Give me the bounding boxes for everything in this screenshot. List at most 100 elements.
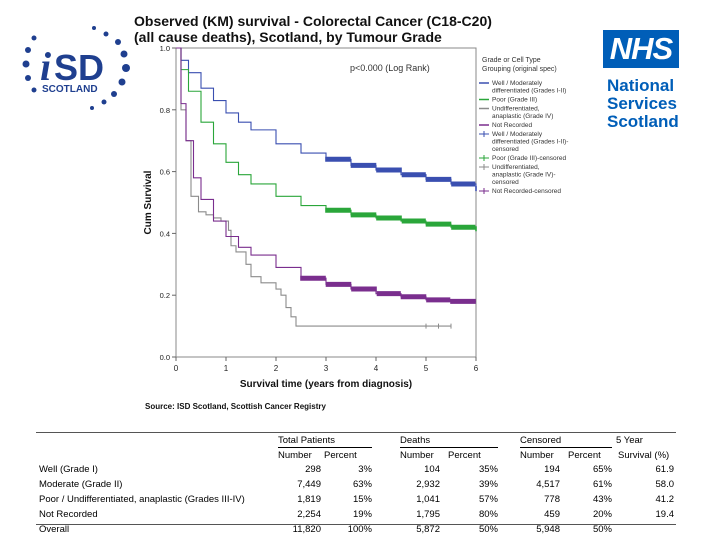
legend-label-7-line-1: Undifferentiated, [492, 164, 540, 171]
table-cell-deaths-pct: 57% [478, 494, 498, 505]
overall-rule [36, 524, 676, 525]
svg-text:i: i [40, 44, 51, 89]
legend-label-5-line-1: Well / Moderately [492, 131, 543, 138]
log-rank-annotation: p<0.000 (Log Rank) [350, 63, 430, 73]
table-cell-total: 298 [305, 464, 321, 475]
legend-label-6-line-1: Poor (Grade III)-censored [492, 155, 566, 162]
table-cell-censored: 459 [544, 509, 560, 520]
series-censor-marks-4 [300, 275, 476, 304]
y-tick-label: 0.4 [160, 229, 170, 238]
series-line-2 [176, 47, 477, 229]
table-cell-total: 2,254 [297, 509, 321, 520]
table-cell-censored-pct: 43% [592, 494, 612, 505]
table-cell-total: 7,449 [297, 479, 321, 490]
table-cell-censored-pct: 65% [592, 464, 612, 475]
x-tick-label: 2 [274, 364, 279, 373]
header-5-year: 5 Year [616, 435, 643, 446]
header-deaths: Deaths [400, 435, 431, 446]
table-cell-censored: 5,948 [536, 524, 560, 535]
isd-logo-subtext: SCOTLAND [42, 84, 98, 95]
subheader-percent-censored: Percent [568, 450, 601, 461]
x-tick-label: 6 [474, 364, 479, 373]
chart-title: Observed (KM) survival - Colorectal Canc… [134, 13, 554, 45]
table-cell-label: Not Recorded [39, 509, 98, 520]
legend-label-3-line-2: anaplastic (Grade IV) [492, 113, 553, 120]
table-cell-deaths: 5,872 [416, 524, 440, 535]
header-censored-underline [520, 447, 612, 448]
y-tick-label: 0.8 [160, 106, 170, 115]
y-axis-label: Cum Survival [143, 170, 154, 234]
table-cell-censored: 194 [544, 464, 560, 475]
y-tick-label: 0.0 [160, 353, 170, 362]
y-tick-label: 1.0 [160, 44, 170, 53]
nhs-logo: NHS National Services Scotland [600, 30, 710, 131]
legend-label-3-line-1: Undifferentiated, [492, 106, 540, 113]
table-cell-total-pct: 63% [352, 479, 372, 490]
isd-logo-graphic: i SD SCOTLAND [22, 26, 130, 110]
legend-label-1-line-1: Well / Moderately [492, 80, 543, 87]
header-deaths-underline [400, 447, 498, 448]
x-tick-label: 5 [424, 364, 429, 373]
table-cell-deaths-pct: 50% [478, 524, 498, 535]
table-cell-label: Poor / Undifferentiated, anaplastic (Gra… [39, 494, 245, 505]
y-tick-label: 0.6 [160, 168, 170, 177]
series-line-4 [176, 47, 476, 302]
x-tick-label: 1 [224, 364, 229, 373]
nhs-logo-line-3: Scotland [607, 112, 679, 131]
x-tick-label: 4 [374, 364, 379, 373]
table-cell-censored: 4,517 [536, 479, 560, 490]
table-cell-label: Overall [39, 524, 70, 535]
table-cell-deaths-pct: 39% [478, 479, 498, 490]
isd-scotland-logo: i SD SCOTLAND [20, 20, 132, 112]
nhs-logo-line-2: Services [607, 94, 677, 113]
legend-title-line-2: Grouping (original spec) [482, 66, 557, 73]
table-cell-survival: 41.2 [655, 494, 675, 505]
table-cell-total: 1,819 [297, 494, 321, 505]
table-cell-censored-pct: 50% [592, 524, 612, 535]
table-cell-survival: 19.4 [655, 509, 675, 520]
x-tick-label: 3 [324, 364, 329, 373]
legend-label-1-line-2: differentiated (Grades I-II) [492, 88, 566, 95]
table-cell-survival: 58.0 [655, 479, 675, 490]
legend-title-line-1: Grade or Cell Type [482, 57, 541, 64]
header-censored: Censored [520, 435, 562, 446]
table-cell-total-pct: 15% [352, 494, 372, 505]
nhs-logo-box: NHS [603, 30, 679, 68]
legend-label-7-line-3: censored [492, 179, 519, 186]
header-total-patients: Total Patients [278, 435, 336, 446]
table-cell-total: 11,820 [292, 524, 321, 535]
table-cell-survival: 61.9 [655, 464, 675, 475]
subheader-percent-total: Percent [324, 450, 357, 461]
table-cell-deaths-pct: 80% [478, 509, 498, 520]
table-top-rule [36, 432, 676, 433]
table-cell-label: Moderate (Grade II) [39, 479, 123, 490]
x-axis-label: Survival time (years from diagnosis) [240, 379, 412, 390]
table-cell-censored: 778 [544, 494, 560, 505]
legend-label-7-line-2: anaplastic (Grade IV)- [492, 172, 556, 179]
table-cell-total-pct: 19% [352, 509, 372, 520]
table-cell-deaths: 1,041 [416, 494, 440, 505]
series-line-1 [176, 47, 477, 189]
table-cell-censored-pct: 61% [592, 479, 612, 490]
table-cell-deaths: 2,932 [416, 479, 440, 490]
series-censor-marks-2 [325, 207, 477, 232]
header-total-underline [278, 447, 372, 448]
table-cell-deaths: 104 [424, 464, 440, 475]
isd-logo-text: SD [54, 47, 104, 88]
subheader-number-deaths: Number [400, 450, 434, 461]
plot-frame [175, 47, 477, 358]
legend-label-8-line-1: Not Recorded-censored [492, 188, 561, 195]
subheader-number-censored: Number [520, 450, 554, 461]
table-cell-label: Well (Grade I) [39, 464, 98, 475]
chart-source: Source: ISD Scotland, Scottish Cancer Re… [145, 402, 326, 411]
table-cell-total-pct: 3% [358, 464, 372, 475]
x-tick-label: 0 [174, 364, 179, 373]
y-tick-label: 0.2 [160, 291, 170, 300]
legend-label-4-line-1: Not Recorded [492, 122, 532, 129]
chart-title-line-2: (all cause deaths), Scotland, by Tumour … [134, 29, 442, 45]
series-censor-marks-1 [325, 156, 477, 192]
legend-label-2-line-1: Poor (Grade III) [492, 97, 537, 104]
table-cell-deaths-pct: 35% [478, 464, 498, 475]
legend-label-5-line-3: censored [492, 146, 519, 153]
series-censor-marks-3 [425, 323, 452, 329]
